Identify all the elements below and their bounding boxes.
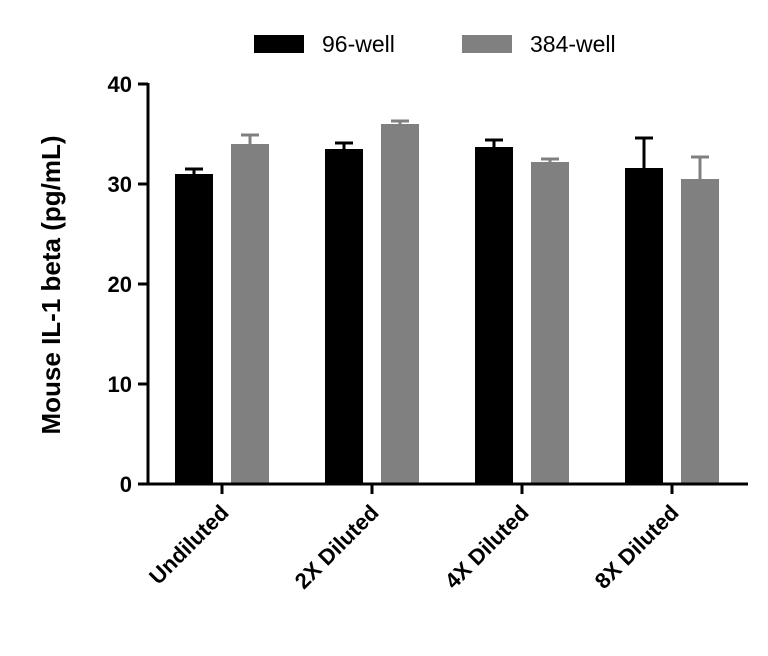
legend-swatch [462, 35, 512, 53]
y-tick-label: 0 [120, 472, 132, 497]
bars [175, 119, 719, 484]
y-tick-label: 40 [108, 72, 132, 97]
bar-384-well-3 [681, 179, 719, 484]
bar-96-well-3 [625, 168, 663, 484]
bar-384-well-1 [381, 124, 419, 484]
x-tick-label: 4X Diluted [440, 500, 534, 594]
legend: 96-well 384-well [254, 31, 616, 57]
legend-label: 384-well [530, 31, 616, 57]
y-axis-label: Mouse IL-1 beta (pg/mL) [36, 136, 66, 435]
x-axis: Undiluted 2X Diluted 4X Diluted 8X Diluted [144, 482, 748, 594]
legend-label: 96-well [322, 31, 395, 57]
y-tick-label: 20 [108, 272, 132, 297]
bar-96-well-0 [175, 174, 213, 484]
y-tick-label: 30 [108, 172, 132, 197]
bar-384-well-2 [531, 162, 569, 484]
bar-384-well-0 [231, 144, 269, 484]
x-tick-label: Undiluted [144, 500, 233, 589]
bar-96-well-2 [475, 147, 513, 484]
y-tick-label: 10 [108, 372, 132, 397]
legend-swatch [254, 35, 304, 53]
x-tick-label: 8X Diluted [590, 500, 684, 594]
bar-96-well-1 [325, 149, 363, 484]
y-axis: 0 10 20 30 40 [108, 72, 150, 497]
x-tick-label: 2X Diluted [290, 500, 384, 594]
